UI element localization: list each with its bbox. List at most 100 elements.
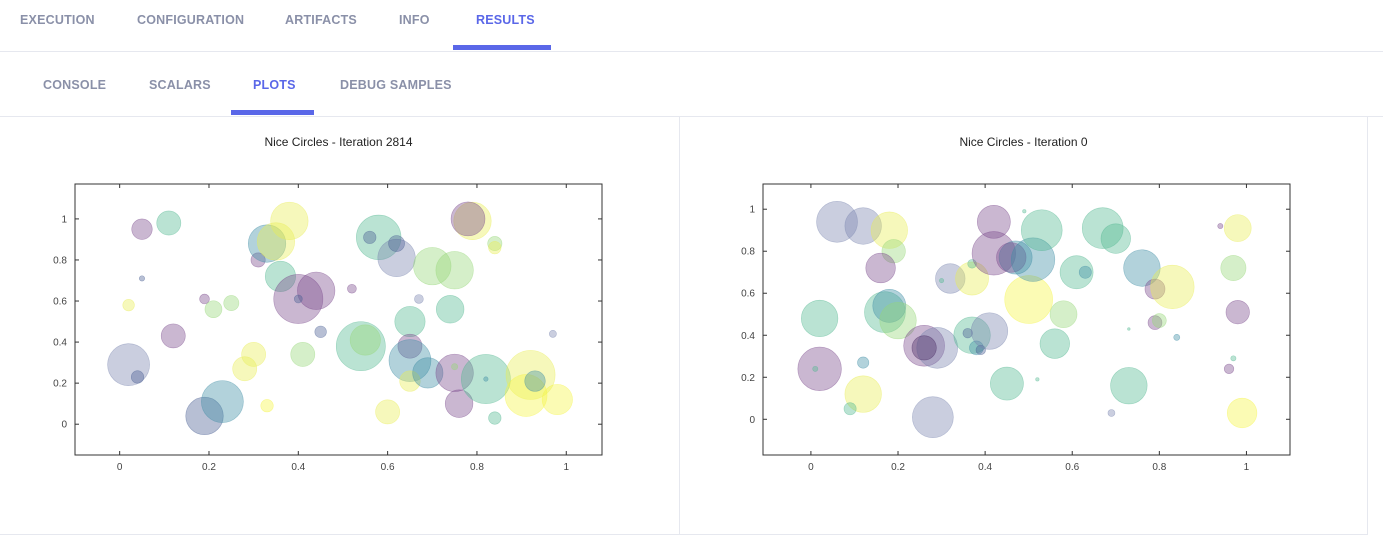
scatter-point[interactable] bbox=[865, 252, 896, 284]
scatter-point[interactable] bbox=[1100, 223, 1131, 254]
scatter-point[interactable] bbox=[1039, 328, 1070, 359]
scatter-point[interactable] bbox=[488, 411, 502, 425]
scatter-point[interactable] bbox=[375, 399, 400, 425]
scatter-point[interactable] bbox=[879, 301, 917, 340]
scatter-point[interactable] bbox=[199, 293, 210, 305]
scatter-point[interactable] bbox=[1059, 255, 1094, 290]
scatter-point[interactable] bbox=[356, 214, 402, 261]
scatter-point[interactable] bbox=[363, 230, 377, 244]
scatter-point[interactable] bbox=[185, 396, 224, 436]
scatter-point[interactable] bbox=[264, 260, 296, 292]
scatter-point[interactable] bbox=[967, 259, 977, 269]
scatter-point[interactable] bbox=[912, 396, 954, 438]
scatter-point[interactable] bbox=[414, 294, 424, 304]
scatter-point[interactable] bbox=[903, 324, 945, 367]
scatter-point[interactable] bbox=[156, 210, 182, 236]
scatter-point[interactable] bbox=[939, 278, 945, 284]
subtab-debug-samples[interactable]: DEBUG SAMPLES bbox=[340, 78, 452, 92]
scatter-point[interactable] bbox=[487, 236, 503, 251]
scatter-point[interactable] bbox=[260, 399, 274, 413]
scatter-point[interactable] bbox=[1110, 367, 1148, 405]
scatter-point[interactable] bbox=[1226, 397, 1258, 429]
scatter-point[interactable] bbox=[911, 335, 937, 361]
tab-results[interactable]: RESULTS bbox=[476, 13, 535, 27]
scatter-point[interactable] bbox=[130, 370, 145, 384]
subtab-scalars[interactable]: SCALARS bbox=[149, 78, 211, 92]
scatter-point[interactable] bbox=[256, 222, 296, 261]
scatter-point[interactable] bbox=[435, 353, 474, 392]
scatter-point[interactable] bbox=[541, 384, 573, 416]
plot-left-svg[interactable]: 0 0.2 0.4 0.6 0.8 1 0 0.2 0.4 0.6 0.8 1 bbox=[0, 117, 680, 535]
scatter-point[interactable] bbox=[971, 231, 1016, 276]
subtab-plots[interactable]: PLOTS bbox=[253, 78, 296, 92]
scatter-point[interactable] bbox=[122, 299, 135, 312]
scatter-point[interactable] bbox=[1220, 255, 1247, 281]
scatter-point[interactable] bbox=[1004, 275, 1053, 324]
scatter-point[interactable] bbox=[1217, 223, 1224, 229]
scatter-point[interactable] bbox=[843, 402, 857, 416]
scatter-point[interactable] bbox=[524, 370, 546, 392]
scatter-point[interactable] bbox=[290, 342, 316, 367]
scatter-point[interactable] bbox=[270, 201, 309, 241]
scatter-point[interactable] bbox=[864, 291, 906, 333]
scatter-point[interactable] bbox=[504, 374, 548, 417]
plot-right-svg[interactable]: 0 0.2 0.4 0.6 0.8 1 0 0.2 0.4 0.6 0.8 1 bbox=[680, 117, 1368, 535]
scatter-point[interactable] bbox=[935, 263, 966, 294]
scatter-point[interactable] bbox=[1225, 300, 1250, 325]
scatter-point[interactable] bbox=[844, 207, 882, 245]
scatter-point[interactable] bbox=[1081, 207, 1124, 249]
scatter-point[interactable] bbox=[347, 283, 357, 294]
scatter-point[interactable] bbox=[976, 204, 1011, 239]
scatter-point[interactable] bbox=[314, 325, 327, 338]
tab-info[interactable]: INFO bbox=[399, 13, 430, 27]
scatter-point[interactable] bbox=[1144, 278, 1166, 300]
scatter-point[interactable] bbox=[870, 211, 908, 249]
scatter-point[interactable] bbox=[201, 380, 244, 423]
scatter-point[interactable] bbox=[1123, 249, 1161, 287]
scatter-point[interactable] bbox=[1020, 209, 1063, 251]
scatter-point[interactable] bbox=[1078, 265, 1092, 279]
scatter-point[interactable] bbox=[435, 251, 474, 290]
scatter-point[interactable] bbox=[488, 241, 502, 255]
scatter-point[interactable] bbox=[412, 357, 444, 389]
scatter-point[interactable] bbox=[436, 295, 465, 324]
scatter-point[interactable] bbox=[388, 235, 405, 252]
scatter-point[interactable] bbox=[349, 324, 381, 356]
tab-execution[interactable]: EXECUTION bbox=[20, 13, 95, 27]
scatter-point[interactable] bbox=[293, 294, 303, 304]
tab-artifacts[interactable]: ARTIFACTS bbox=[285, 13, 357, 27]
scatter-point[interactable] bbox=[399, 370, 421, 392]
scatter-point[interactable] bbox=[975, 344, 986, 356]
scatter-point[interactable] bbox=[1107, 409, 1116, 417]
scatter-point[interactable] bbox=[881, 239, 906, 264]
scatter-point[interactable] bbox=[107, 343, 150, 386]
scatter-point[interactable] bbox=[1152, 313, 1167, 328]
scatter-point[interactable] bbox=[394, 306, 426, 338]
scatter-point[interactable] bbox=[990, 366, 1024, 401]
scatter-point[interactable] bbox=[451, 363, 459, 371]
scatter-point[interactable] bbox=[1223, 363, 1235, 374]
scatter-point[interactable] bbox=[450, 201, 486, 237]
scatter-point[interactable] bbox=[797, 346, 842, 391]
scatter-point[interactable] bbox=[1223, 214, 1252, 242]
scatter-point[interactable] bbox=[461, 354, 511, 404]
scatter-point[interactable] bbox=[1022, 209, 1027, 214]
scatter-point[interactable] bbox=[1035, 377, 1040, 382]
subtab-console[interactable]: CONSOLE bbox=[43, 78, 107, 92]
scatter-point[interactable] bbox=[1010, 237, 1056, 282]
scatter-point[interactable] bbox=[483, 376, 489, 382]
scatter-point[interactable] bbox=[844, 375, 882, 413]
scatter-point[interactable] bbox=[970, 312, 1009, 350]
scatter-point[interactable] bbox=[801, 299, 839, 338]
scatter-point[interactable] bbox=[1147, 315, 1163, 330]
scatter-point[interactable] bbox=[962, 328, 973, 339]
scatter-point[interactable] bbox=[241, 342, 267, 367]
scatter-point[interactable] bbox=[297, 271, 336, 310]
scatter-point[interactable] bbox=[139, 275, 145, 282]
scatter-point[interactable] bbox=[1150, 264, 1195, 310]
scatter-point[interactable] bbox=[388, 339, 432, 382]
scatter-point[interactable] bbox=[1173, 334, 1181, 341]
scatter-point[interactable] bbox=[335, 321, 386, 372]
scatter-point[interactable] bbox=[453, 201, 492, 241]
scatter-point[interactable] bbox=[812, 365, 819, 372]
